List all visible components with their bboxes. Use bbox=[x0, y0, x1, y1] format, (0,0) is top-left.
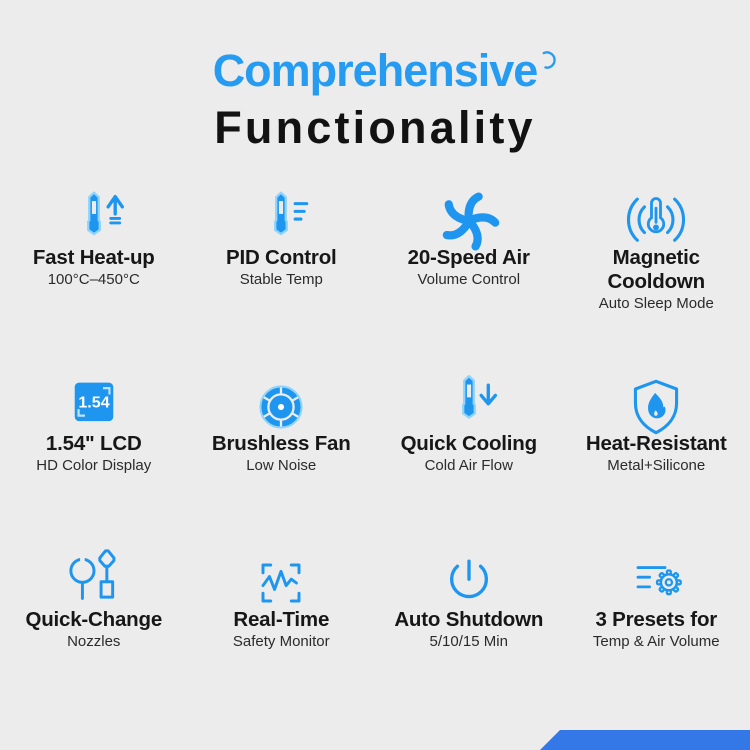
svg-text:1.54: 1.54 bbox=[78, 394, 109, 412]
